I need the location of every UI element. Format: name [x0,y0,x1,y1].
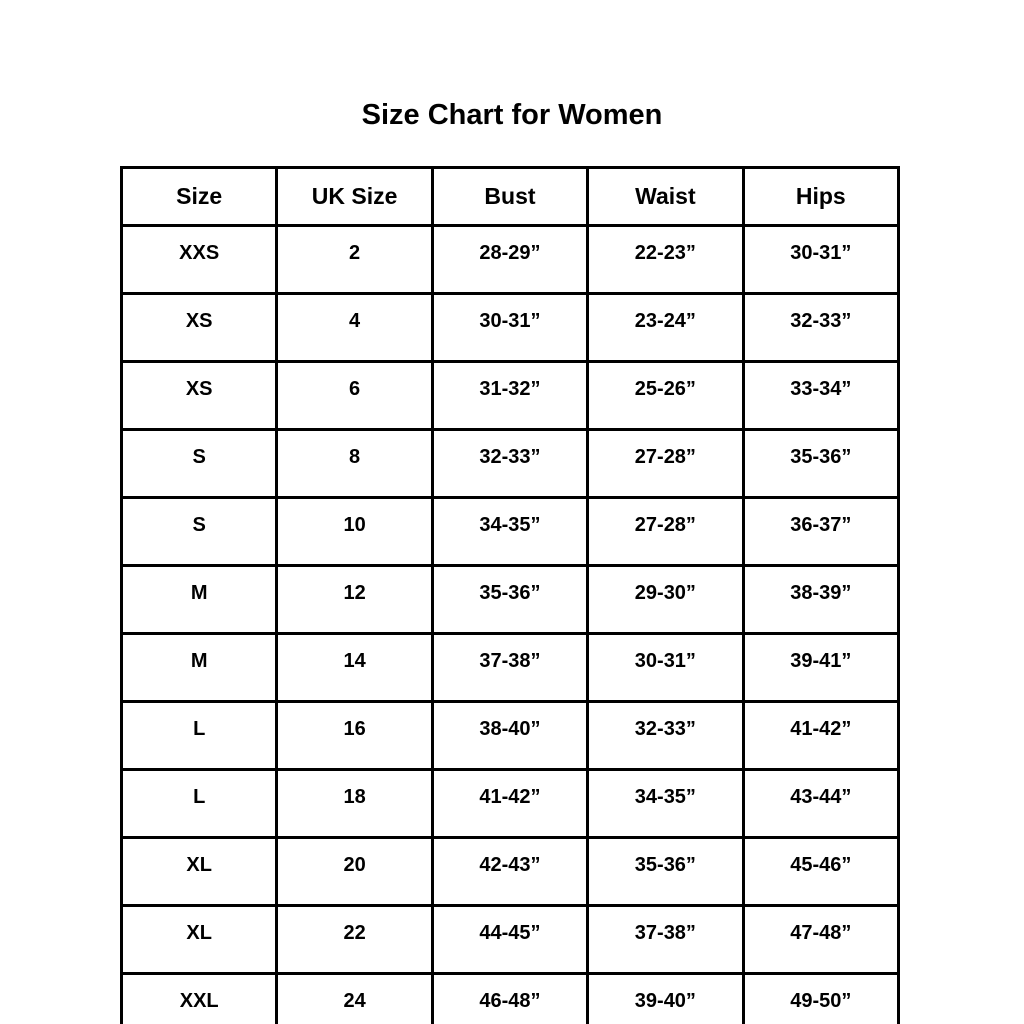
cell-waist: 23-24” [586,292,745,363]
cell-waist: 39-40” [586,972,745,1024]
table-row: S 8 32-33” 27-28” 35-36” [119,428,901,499]
cell-size: S [119,496,279,567]
cell-uk-size: 10 [275,496,434,567]
cell-bust: 37-38” [430,632,590,703]
cell-uk-size: 18 [275,768,434,839]
cell-bust: 38-40” [430,700,590,771]
cell-uk-size: 24 [275,972,434,1024]
column-header-hips: Hips [741,166,901,227]
cell-hips: 30-31” [741,224,901,295]
cell-hips: 47-48” [741,904,901,975]
cell-hips: 43-44” [741,768,901,839]
cell-bust: 42-43” [430,836,590,907]
table-row: XS 4 30-31” 23-24” 32-33” [119,292,901,363]
cell-size: S [119,428,279,499]
table-row: XL 22 44-45” 37-38” 47-48” [119,904,901,975]
cell-uk-size: 2 [275,224,434,295]
cell-waist: 35-36” [586,836,745,907]
table-row: M 12 35-36” 29-30” 38-39” [119,564,901,635]
size-chart-table: Size UK Size Bust Waist Hips XXS 2 28-29” 22-23… [119,166,901,1024]
cell-bust: 41-42” [430,768,590,839]
cell-waist: 30-31” [586,632,745,703]
table-row: XS 6 31-32” 25-26” 33-34” [119,360,901,431]
cell-hips: 38-39” [741,564,901,635]
column-header-bust: Bust [430,166,590,227]
cell-uk-size: 14 [275,632,434,703]
cell-waist: 27-28” [586,496,745,567]
table-row: XXS 2 28-29” 22-23” 30-31” [119,224,901,295]
cell-bust: 44-45” [430,904,590,975]
column-header-uk-size: UK Size [275,166,434,227]
cell-waist: 25-26” [586,360,745,431]
cell-size: XXL [119,972,279,1024]
cell-uk-size: 8 [275,428,434,499]
cell-hips: 49-50” [741,972,901,1024]
cell-size: XS [119,292,279,363]
cell-bust: 28-29” [430,224,590,295]
cell-waist: 32-33” [586,700,745,771]
cell-hips: 35-36” [741,428,901,499]
cell-waist: 22-23” [586,224,745,295]
table-row: M 14 37-38” 30-31” 39-41” [119,632,901,703]
table-header: Size UK Size Bust Waist Hips [119,166,901,227]
cell-bust: 34-35” [430,496,590,567]
cell-size: M [119,632,279,703]
cell-bust: 32-33” [430,428,590,499]
cell-waist: 29-30” [586,564,745,635]
cell-hips: 32-33” [741,292,901,363]
cell-uk-size: 22 [275,904,434,975]
cell-bust: 31-32” [430,360,590,431]
cell-waist: 27-28” [586,428,745,499]
cell-bust: 46-48” [430,972,590,1024]
cell-size: L [119,768,279,839]
cell-waist: 34-35” [586,768,745,839]
table-row: S 10 34-35” 27-28” 36-37” [119,496,901,567]
cell-hips: 41-42” [741,700,901,771]
cell-bust: 35-36” [430,564,590,635]
table-row: L 18 41-42” 34-35” 43-44” [119,768,901,839]
cell-size: XL [119,904,279,975]
cell-size: M [119,564,279,635]
table-row: L 16 38-40” 32-33” 41-42” [119,700,901,771]
page-title: Size Chart for Women [361,99,663,131]
cell-waist: 37-38” [586,904,745,975]
cell-size: XS [119,360,279,431]
column-header-waist: Waist [586,166,745,227]
cell-uk-size: 6 [275,360,434,431]
cell-hips: 36-37” [741,496,901,567]
table-row: XL 20 42-43” 35-36” 45-46” [119,836,901,907]
column-header-size: Size [119,166,279,227]
cell-size: L [119,700,279,771]
cell-uk-size: 16 [275,700,434,771]
cell-uk-size: 20 [275,836,434,907]
cell-hips: 39-41” [741,632,901,703]
table-row: XXL 24 46-48” 39-40” 49-50” [119,972,901,1024]
cell-size: XXS [119,224,279,295]
cell-hips: 33-34” [741,360,901,431]
cell-bust: 30-31” [430,292,590,363]
cell-size: XL [119,836,279,907]
table-body: XXS 2 28-29” 22-23” 30-31” XS 4 30-31” 23-24” 32-… [119,224,901,1024]
header-row: Size UK Size Bust Waist Hips [119,166,901,227]
cell-uk-size: 12 [275,564,434,635]
cell-uk-size: 4 [275,292,434,363]
cell-hips: 45-46” [741,836,901,907]
